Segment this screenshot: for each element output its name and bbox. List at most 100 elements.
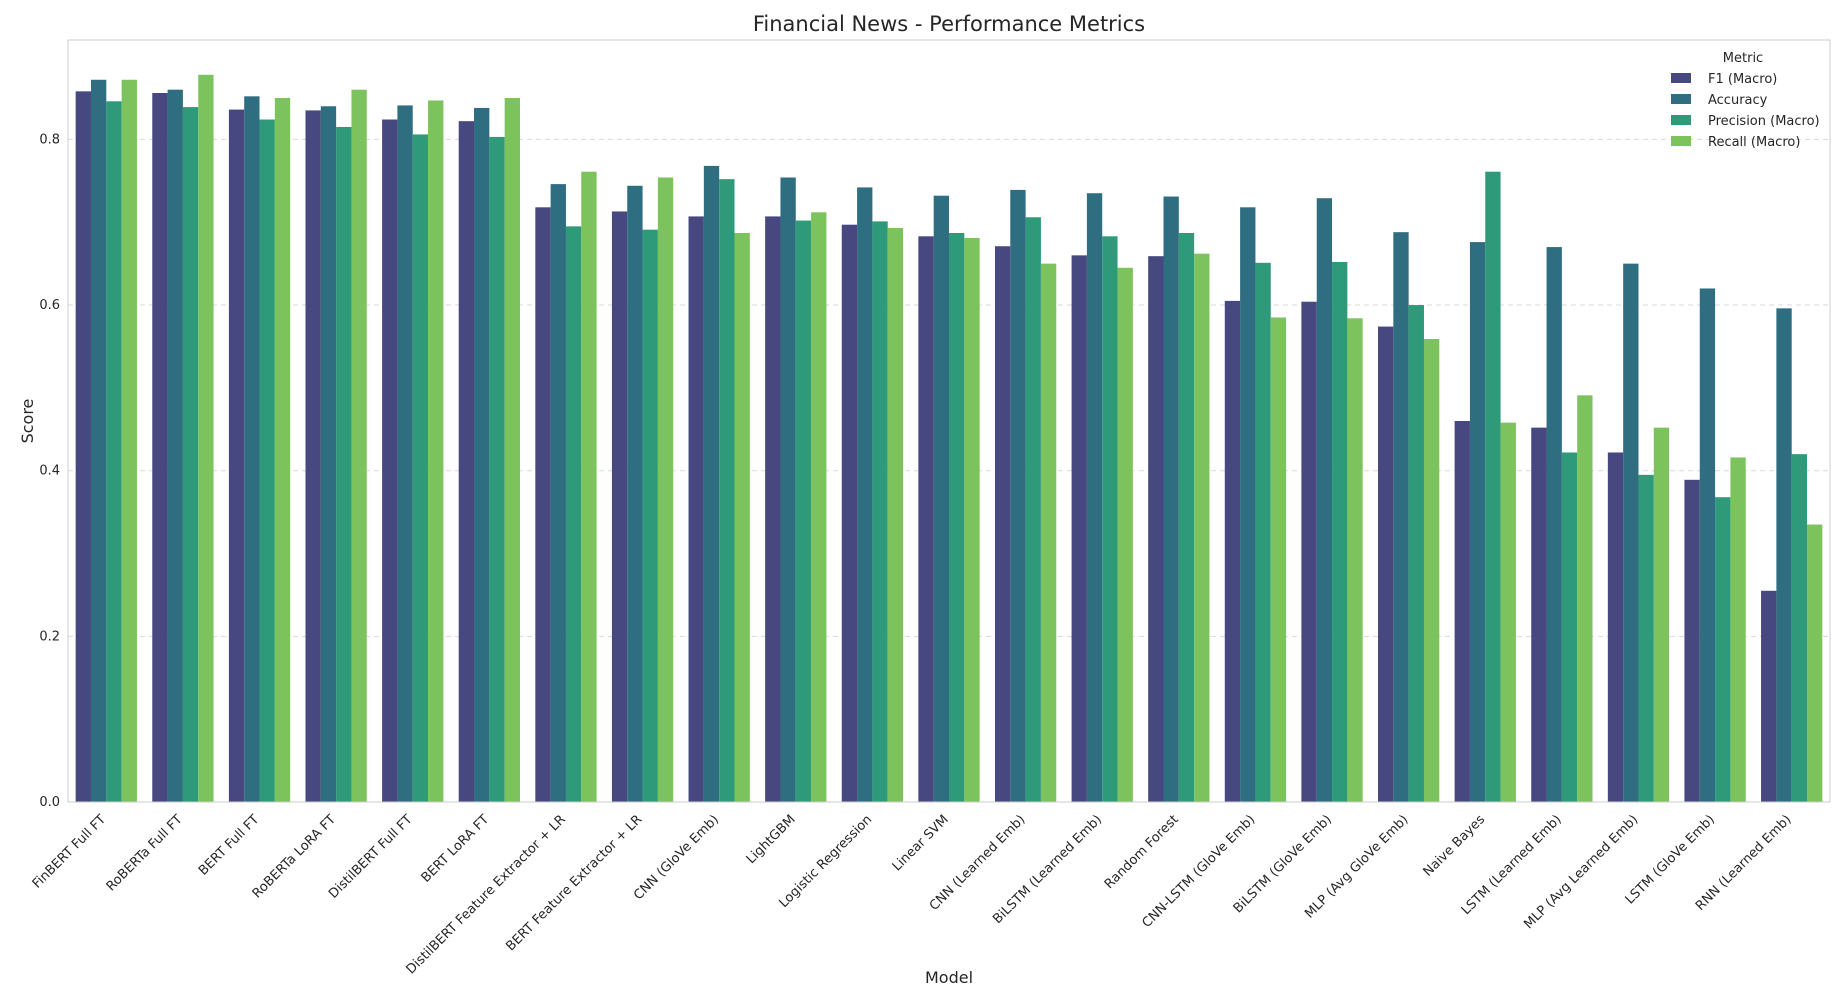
bar	[872, 221, 888, 802]
bar	[1178, 232, 1195, 802]
bar	[489, 136, 505, 803]
bar	[611, 211, 628, 802]
bar	[535, 207, 551, 802]
bar	[703, 165, 720, 803]
bar	[1102, 236, 1118, 802]
bar	[336, 126, 352, 802]
bar	[1347, 318, 1363, 802]
bar	[1025, 217, 1041, 803]
bar	[1791, 454, 1808, 802]
y-axis-label: Score	[18, 399, 37, 444]
bar	[474, 107, 490, 803]
bar	[1255, 262, 1271, 802]
bar	[857, 187, 873, 803]
bar	[765, 216, 781, 803]
x-tick-label: RoBERTa LoRA FT	[250, 812, 339, 901]
y-tick-label: 0.8	[39, 132, 60, 147]
bar	[1761, 590, 1777, 802]
x-tick-label: CNN (GloVe Emb)	[631, 812, 722, 903]
x-tick-label: FinBERT Full FT	[30, 812, 109, 891]
bar	[167, 89, 183, 802]
legend-swatch	[1671, 73, 1691, 83]
x-tick-label: Naive Bayes	[1421, 812, 1489, 880]
bar	[259, 119, 275, 802]
legend-entry: Recall (Macro)	[1708, 135, 1800, 150]
x-tick-label: DistilBERT Feature Extractor + LR	[404, 812, 569, 977]
bar	[1378, 326, 1394, 802]
bar	[795, 220, 812, 803]
bar	[780, 177, 796, 802]
x-tick-label: Random Forest	[1102, 812, 1182, 892]
bar	[581, 171, 597, 802]
bar	[75, 91, 91, 802]
bar	[1301, 301, 1317, 802]
bar	[1408, 305, 1424, 802]
bar	[627, 185, 643, 802]
bar	[994, 246, 1011, 803]
bar	[734, 232, 750, 802]
bar	[1393, 232, 1409, 803]
bar	[504, 97, 520, 802]
x-axis-label: Model	[925, 968, 973, 987]
legend: Metric F1 (Macro) Accuracy Precision (Macr…	[1671, 51, 1820, 150]
bar	[274, 97, 291, 802]
bar	[1485, 171, 1501, 802]
bar	[657, 177, 674, 802]
bar	[428, 100, 444, 803]
bar	[1807, 524, 1823, 802]
bar	[1500, 422, 1516, 802]
bar	[1684, 479, 1700, 802]
bar	[412, 134, 429, 802]
bar	[1040, 263, 1057, 802]
legend-swatch	[1671, 115, 1691, 125]
bar	[198, 74, 214, 802]
bar	[1316, 198, 1333, 803]
y-tick-label: 0.6	[39, 298, 60, 313]
y-tick-label: 0.4	[39, 464, 60, 479]
legend-title: Metric	[1723, 51, 1763, 66]
x-tick-label: Linear SVM	[890, 812, 952, 874]
bar	[1332, 261, 1348, 803]
x-tick-label: BERT Feature Extractor + LR	[503, 812, 645, 954]
legend-entry: Precision (Macro)	[1708, 114, 1820, 129]
bar	[1531, 427, 1547, 802]
bar	[1086, 193, 1103, 802]
bar	[320, 106, 337, 803]
chart-title: Financial News - Performance Metrics	[753, 12, 1145, 36]
bar	[1071, 255, 1087, 802]
legend-entry: Accuracy	[1708, 93, 1768, 108]
y-tick-label: 0.0	[39, 795, 60, 810]
bar	[1010, 189, 1026, 802]
bar	[1224, 300, 1241, 802]
bar	[351, 89, 367, 802]
bar	[1194, 253, 1210, 803]
legend-swatch	[1671, 94, 1691, 104]
bar	[1148, 256, 1164, 802]
x-tick-label: LightGBM	[744, 812, 799, 867]
bar	[152, 93, 168, 803]
bar	[305, 110, 321, 803]
bar	[182, 107, 199, 803]
bar	[1776, 308, 1792, 802]
bar	[1163, 196, 1179, 802]
bar	[1715, 497, 1731, 802]
bar	[1607, 452, 1624, 802]
bar	[1623, 263, 1639, 802]
x-tick-label: RoBERTa Full FT	[104, 812, 186, 894]
y-axis-ticks: 0.0 0.2 0.4 0.6 0.8	[39, 132, 60, 810]
bar	[1117, 267, 1133, 802]
bar	[397, 105, 413, 802]
bar	[688, 216, 704, 803]
bar	[228, 109, 245, 802]
bar	[1730, 457, 1746, 802]
bar	[565, 226, 582, 802]
bar	[1653, 427, 1670, 802]
legend-entry: F1 (Macro)	[1708, 72, 1777, 87]
bar	[918, 236, 934, 802]
x-tick-label: BERT LoRA FT	[419, 812, 493, 886]
bar	[1638, 474, 1654, 802]
bar	[1577, 395, 1593, 802]
y-tick-label: 0.2	[39, 629, 60, 644]
